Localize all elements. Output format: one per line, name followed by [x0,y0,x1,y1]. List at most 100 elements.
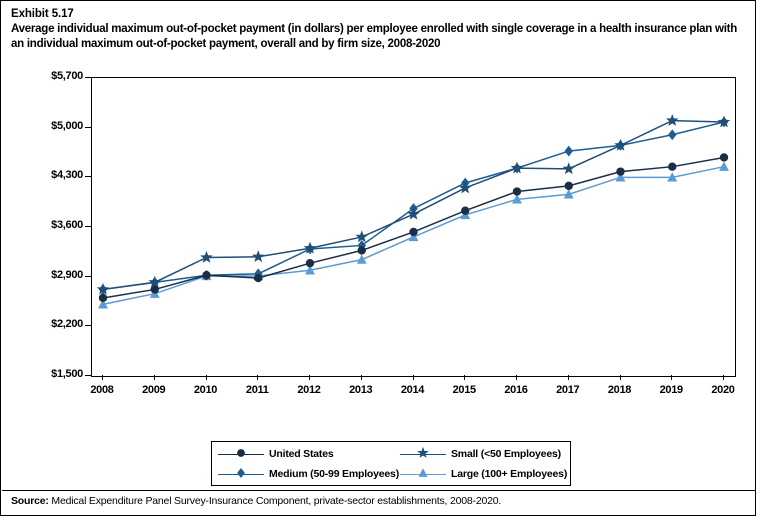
y-axis-tick-mark [85,226,91,227]
legend-label: Medium (50-99 Employees) [269,468,399,480]
data-point [512,194,522,204]
data-point [407,207,420,220]
legend-item[interactable]: Small (<50 Employees) [400,444,561,464]
x-axis-tick-label: 2013 [349,384,373,396]
data-point [356,254,367,264]
y-axis-tick-label: $5,700 [51,70,83,82]
legend-swatch [400,466,446,482]
data-point [303,241,317,254]
x-axis-tick-label: 2017 [556,384,580,396]
x-axis-tick-mark [153,375,155,380]
line-chart [96,113,731,309]
x-axis-tick-mark [360,375,362,380]
data-point [512,187,522,196]
data-point [254,273,263,283]
data-point [564,181,573,191]
x-axis-tick-label: 2018 [607,384,632,396]
x-axis-tick-mark [723,375,724,380]
data-point [563,189,574,199]
circle-icon [237,449,245,457]
data-point [668,129,677,141]
legend-label: Large (100+ Employees) [451,468,568,480]
y-axis-tick-label: $1,500 [51,368,83,380]
x-axis-tick-label: 2016 [504,384,528,396]
x-axis-tick-label: 2010 [193,384,218,396]
source-divider [2,490,756,491]
data-point [355,230,369,243]
legend-item[interactable]: Medium (50-99 Employees) [218,464,399,484]
data-point [408,231,419,242]
series-star [96,113,731,295]
legend-label: United States [269,448,334,460]
data-point [251,250,265,263]
chart-legend: United States Medium (50-99 Employees) Sma… [211,441,571,486]
legend-swatch [218,446,264,462]
data-point [717,115,731,128]
source-label: Source: [11,495,49,507]
y-axis-tick-label: $3,600 [51,219,83,231]
legend-item[interactable]: Large (100+ Employees) [400,464,567,484]
legend-swatch [400,446,446,462]
data-point [98,293,108,303]
legend-item[interactable]: United States [218,444,334,464]
x-axis-tick-mark [516,375,517,380]
triangle-icon [418,468,428,477]
page-title: Average individual maximum out-of-pocket… [11,23,738,50]
y-axis-tick-label: $2,900 [51,268,83,281]
x-axis-tick-mark [257,375,259,380]
data-point [357,240,366,251]
y-axis-tick-mark [85,126,91,128]
series-circle [98,153,729,303]
data-point [614,138,627,151]
data-point [719,153,729,162]
data-point [667,172,678,182]
x-axis-tick-mark [205,375,207,380]
x-axis-tick-label: 2014 [400,384,425,396]
data-point [409,227,418,237]
data-point [461,206,470,215]
data-point [98,299,108,309]
source-text: Medical Expenditure Panel Survey-Insuran… [51,495,502,507]
data-point [719,161,729,171]
x-axis-tick-mark [102,375,103,380]
y-axis-tick-label: $5,000 [51,119,83,132]
data-point [200,250,213,263]
x-axis-tick-mark [412,375,414,380]
y-axis-tick-label: $2,200 [51,318,83,331]
data-point [357,246,366,255]
legend-swatch [218,466,264,482]
y-axis-tick-mark [85,176,91,178]
x-axis-tick-label: 2009 [142,384,166,396]
data-point [616,167,625,176]
diamond-icon [237,468,245,478]
y-axis-tick-mark [85,275,91,277]
x-axis-tick-mark [671,375,673,380]
data-point [668,162,677,171]
x-axis-tick-mark [464,375,466,380]
data-point [305,265,315,275]
data-point [254,268,263,280]
data-point [305,258,315,268]
plot-area [91,77,736,377]
y-axis-tick-label: $4,300 [51,169,83,182]
data-point [458,181,472,194]
legend-label: Small (<50 Employees) [451,448,561,460]
x-axis-tick-mark [309,375,310,380]
data-point [564,145,573,157]
data-point [148,275,162,288]
data-point [615,172,626,182]
data-point [562,162,576,175]
x-axis-tick-mark [619,375,621,380]
series-diamond [98,116,729,295]
x-axis-tick-label: 2019 [659,384,684,396]
y-axis-tick-mark [85,375,91,376]
x-axis-tick-label: 2015 [452,384,477,396]
x-axis-tick-label: 2011 [245,384,269,396]
source-note: Source: Medical Expenditure Panel Survey… [11,495,501,507]
x-axis-tick-label: 2008 [90,384,114,396]
x-axis-tick-label: 2020 [711,384,735,396]
x-axis-tick-label: 2012 [297,384,321,396]
y-axis-tick-mark [85,77,91,78]
x-axis-tick-mark [567,375,569,380]
